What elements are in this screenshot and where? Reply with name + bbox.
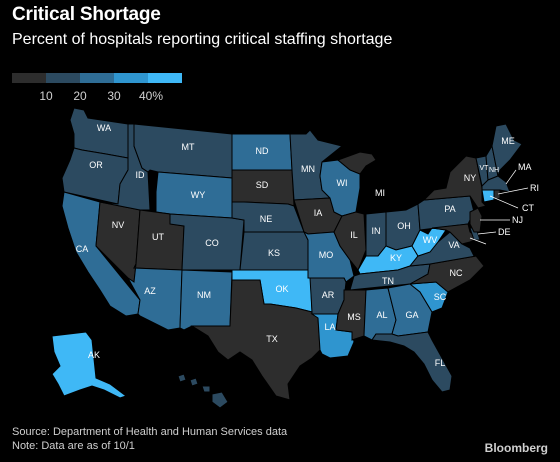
label-ne: NE — [260, 214, 273, 224]
label-ia: IA — [314, 208, 323, 218]
legend-label-30: 30 — [107, 89, 121, 103]
label-ca: CA — [76, 244, 89, 254]
label-mt: MT — [182, 142, 195, 152]
state-ct — [481, 189, 495, 203]
label-nc: NC — [450, 268, 463, 278]
label-ar: AR — [322, 290, 335, 300]
legend-label-20: 20 — [73, 89, 87, 103]
state-mi — [337, 151, 377, 175]
state-az — [127, 263, 183, 331]
chart-subtitle: Percent of hospitals reporting critical … — [12, 31, 393, 48]
label-nd: ND — [256, 146, 269, 156]
legend-swatch-4 — [148, 73, 182, 83]
label-nv: NV — [112, 220, 125, 230]
state-callouts: MA RI CT NJ DE — [469, 162, 539, 245]
label-wi: WI — [337, 178, 348, 188]
state-ri — [493, 189, 501, 201]
label-de: DE — [498, 227, 511, 237]
source-note: Source: Department of Health and Human S… — [12, 425, 287, 453]
legend-label-10: 10 — [39, 89, 53, 103]
label-co: CO — [205, 238, 219, 248]
us-state-map: WA OR CA NV ID MT WY UT AZ CO NM ND SD N… — [51, 107, 539, 409]
legend-swatch-1 — [46, 73, 80, 83]
legend-swatch-3 — [114, 73, 148, 83]
label-pa: PA — [444, 204, 455, 214]
label-il: IL — [350, 230, 358, 240]
label-va: VA — [448, 240, 459, 250]
label-me: ME — [501, 136, 515, 146]
state-hi — [177, 373, 229, 409]
state-ak — [51, 331, 128, 399]
label-oh: OH — [397, 221, 411, 231]
label-mo: MO — [319, 250, 334, 260]
state-tx — [190, 279, 321, 401]
label-ak: AK — [88, 350, 100, 360]
label-vt: VT — [480, 165, 490, 172]
label-al: AL — [376, 310, 387, 320]
legend-swatch-2 — [80, 73, 114, 83]
label-ky: KY — [390, 253, 402, 263]
label-fl: FL — [435, 358, 446, 368]
note-text: Note: Data are as of 10/1 — [12, 440, 135, 452]
label-sc: SC — [434, 292, 447, 302]
label-az: AZ — [144, 286, 156, 296]
label-ks: KS — [268, 248, 280, 258]
legend-label-40: 40% — [138, 89, 164, 103]
label-wy: WY — [191, 190, 206, 200]
label-nm: NM — [197, 290, 211, 300]
label-nh: NH — [489, 167, 499, 174]
label-la: LA — [324, 322, 335, 332]
state-nm — [179, 269, 233, 331]
label-in: IN — [372, 226, 381, 236]
label-wv: WV — [423, 235, 438, 245]
label-ut: UT — [152, 232, 164, 242]
legend-swatch-0 — [12, 73, 46, 83]
label-ga: GA — [405, 310, 418, 320]
source-text: Source: Department of Health and Human S… — [12, 426, 288, 438]
label-ri: RI — [530, 183, 539, 193]
state-fl — [371, 331, 453, 393]
state-me — [491, 123, 523, 178]
label-sd: SD — [256, 180, 269, 190]
label-wa: WA — [97, 123, 111, 133]
label-nj: NJ — [512, 215, 523, 225]
chart-title: Critical Shortage — [12, 4, 161, 25]
label-tx: TX — [266, 334, 278, 344]
label-ny: NY — [464, 173, 477, 183]
label-ok: OK — [275, 284, 288, 294]
label-mn: MN — [301, 164, 315, 174]
label-mi: MI — [375, 188, 385, 198]
color-legend: 10 20 30 40% — [12, 73, 192, 103]
bloomberg-logo: Bloomberg — [484, 441, 548, 455]
label-ms: MS — [347, 312, 361, 322]
label-tn: TN — [382, 276, 394, 286]
state-md — [431, 223, 479, 245]
label-ma: MA — [518, 162, 532, 172]
label-id: ID — [136, 170, 146, 180]
state-labels: WA OR CA NV ID MT WY UT AZ CO NM ND SD N… — [76, 123, 515, 368]
label-ct: CT — [522, 203, 534, 213]
label-or: OR — [89, 160, 103, 170]
